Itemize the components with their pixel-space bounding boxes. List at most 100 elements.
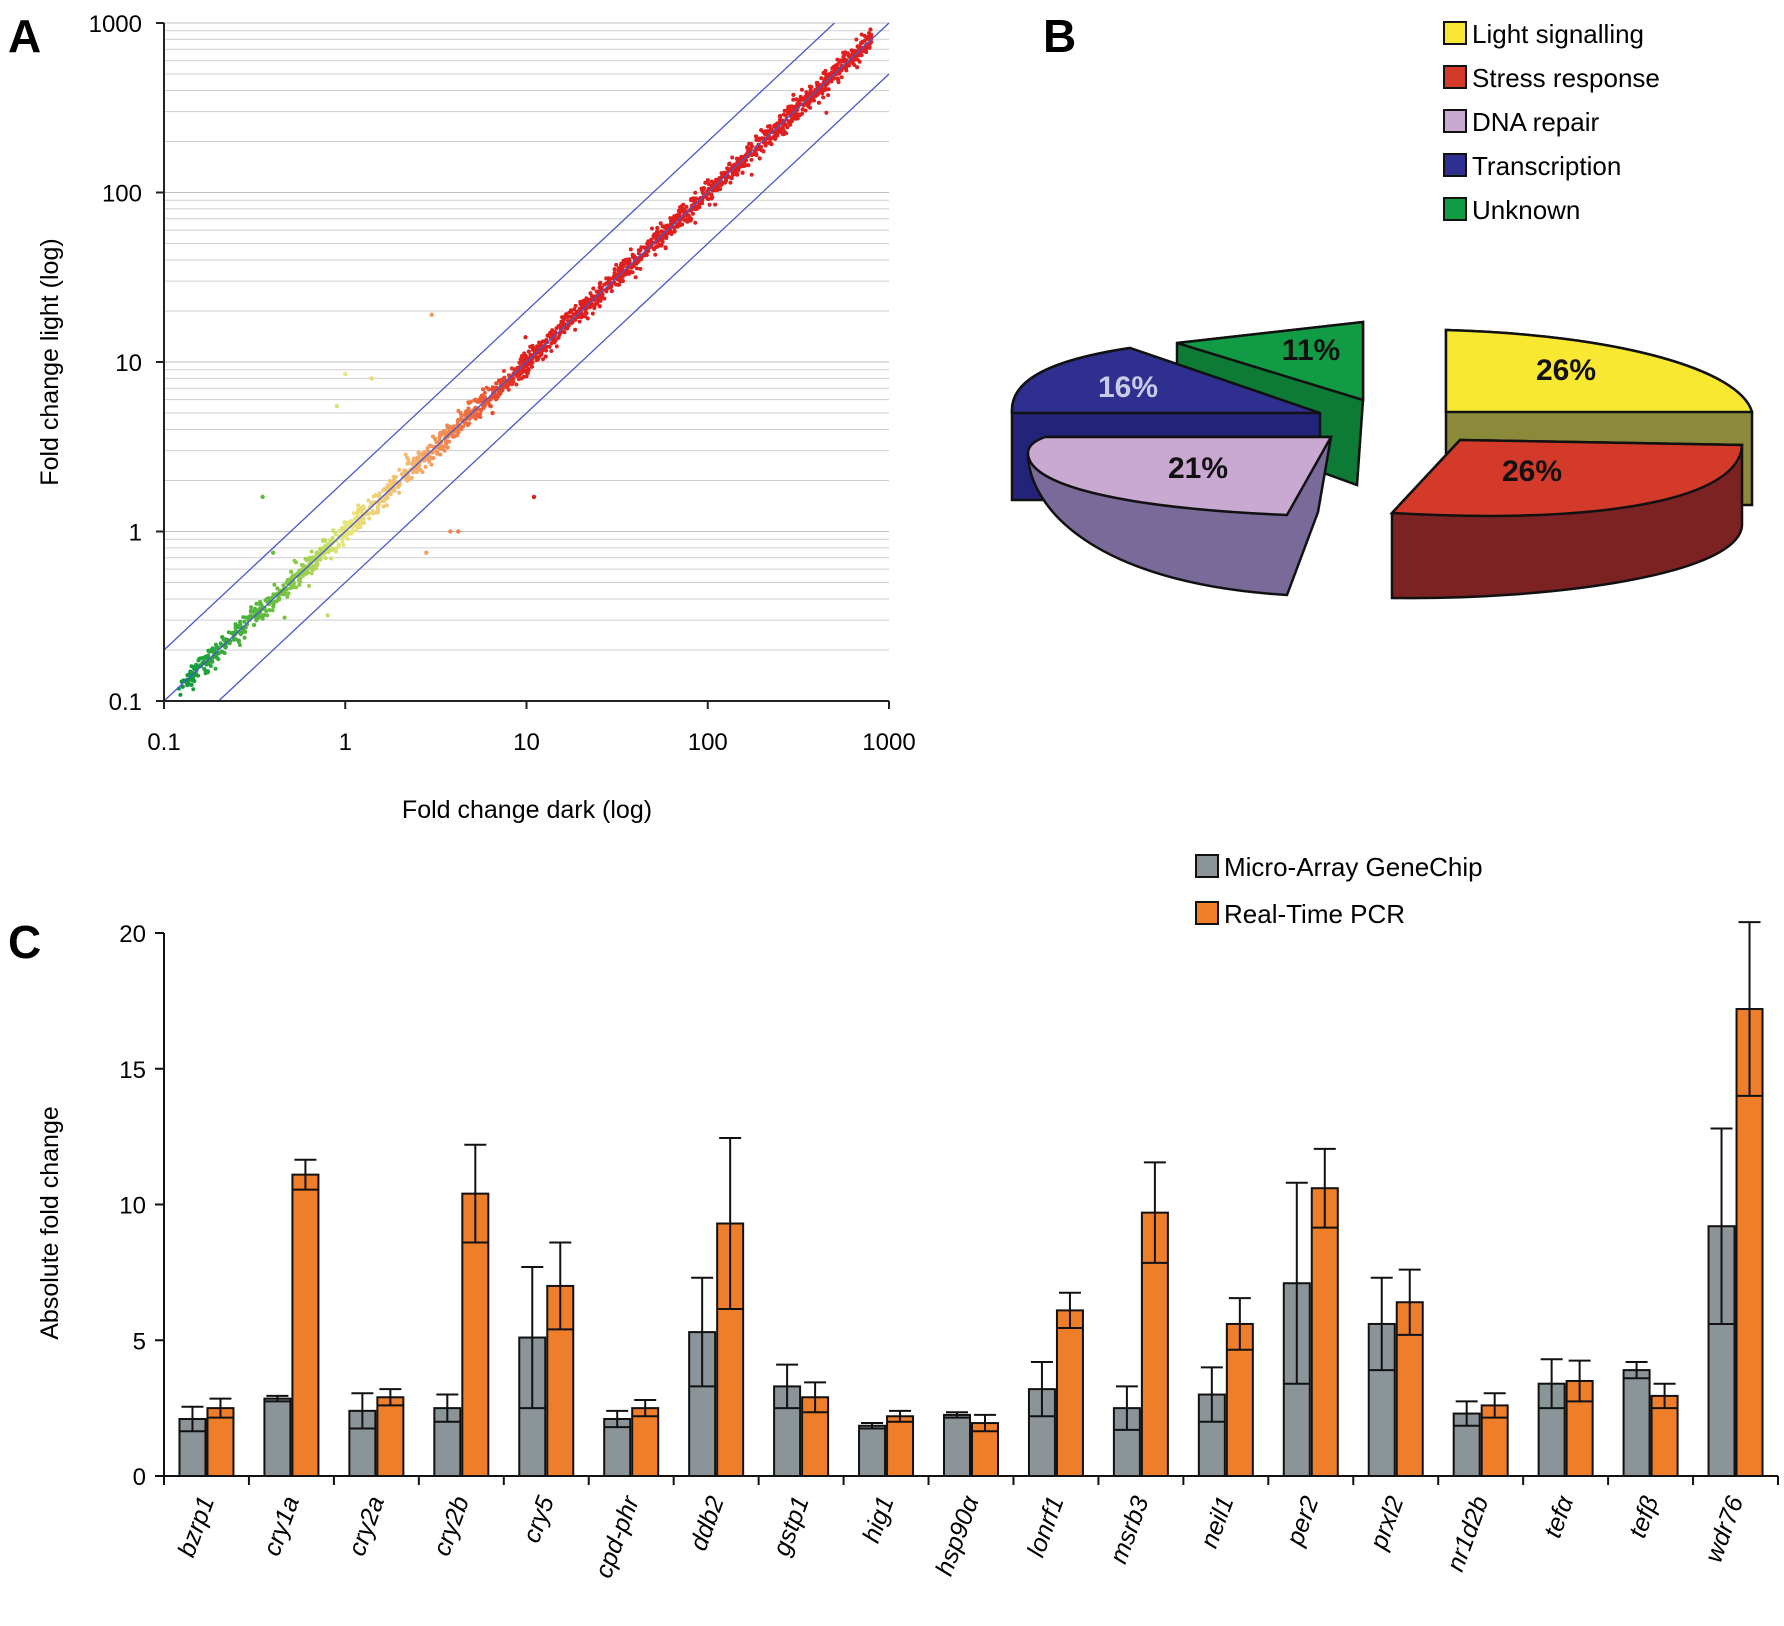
scatter-point <box>315 561 320 566</box>
scatter-point <box>592 306 597 310</box>
scatter-point <box>298 579 303 584</box>
pie-legend-label-dna-repair: DNA repair <box>1472 107 1599 137</box>
scatter-point <box>653 252 658 257</box>
scatter-y-tick-label: 1000 <box>89 11 142 38</box>
scatter-point <box>787 107 792 112</box>
scatter-point <box>459 427 464 432</box>
scatter-point <box>612 267 617 272</box>
scatter-point <box>545 333 550 338</box>
scatter-point <box>333 532 338 536</box>
scatter-point <box>448 529 453 534</box>
scatter-points <box>176 27 874 697</box>
scatter-point <box>261 607 266 611</box>
scatter-point <box>438 434 443 438</box>
scatter-point <box>438 452 443 457</box>
scatter-point <box>730 155 735 160</box>
scatter-point <box>384 503 389 508</box>
bar-chart-labels: 0 5 10 15 20 bzrp1 cry1a cry2a cry2b cry5 cpd-phr d… <box>119 921 1749 1582</box>
scatter-point <box>630 252 635 257</box>
scatter-point <box>229 631 234 636</box>
scatter-point <box>453 429 458 434</box>
scatter-point <box>333 549 338 554</box>
scatter-point <box>314 550 319 555</box>
scatter-point <box>579 315 584 320</box>
scatter-point <box>204 662 209 667</box>
scatter-point <box>445 424 450 429</box>
scatter-point <box>192 666 197 671</box>
pie-legend-swatch-stress-response <box>1443 65 1467 89</box>
scatter-point <box>854 55 858 60</box>
scatter-point <box>482 395 487 400</box>
scatter-point <box>271 604 276 609</box>
scatter-point <box>351 511 356 516</box>
scatter-point <box>560 315 565 320</box>
scatter-point <box>605 281 610 286</box>
scatter-point <box>566 323 571 328</box>
scatter-point <box>829 70 834 75</box>
scatter-point <box>548 333 553 338</box>
scatter-point <box>223 645 228 650</box>
scatter-point <box>242 635 247 640</box>
scatter-point <box>180 684 185 689</box>
scatter-point <box>406 457 411 462</box>
pie-label-stress-response: 26% <box>1502 455 1562 488</box>
scatter-point <box>373 493 378 498</box>
scatter-point <box>800 107 805 112</box>
bar-category-label: nr1d2b <box>1441 1492 1494 1575</box>
scatter-point <box>624 257 628 262</box>
scatter-point <box>714 179 719 184</box>
bar-category-label: cry5 <box>517 1492 559 1546</box>
scatter-point <box>226 630 231 635</box>
scatter-point <box>609 284 613 289</box>
scatter-point <box>524 363 529 368</box>
scatter-point <box>761 149 766 154</box>
scatter-ticks: 0.1 1 10 100 1000 0.1 1 10 100 1000 <box>89 11 916 756</box>
scatter-point <box>248 609 253 614</box>
scatter-point <box>582 301 586 305</box>
scatter-point <box>500 388 505 393</box>
scatter-point <box>405 461 410 466</box>
scatter-y-tick-label: 0.1 <box>109 689 142 716</box>
scatter-point <box>488 404 493 409</box>
scatter-point <box>257 601 262 606</box>
scatter-point <box>276 597 281 602</box>
bar-category-label: per2 <box>1281 1492 1325 1550</box>
scatter-point <box>447 427 452 432</box>
scatter-point <box>805 102 810 107</box>
scatter-point <box>857 59 862 64</box>
scatter-point <box>268 600 273 605</box>
scatter-x-tick-label: 100 <box>688 729 728 756</box>
scatter-point <box>634 266 639 271</box>
scatter-x-tick-label: 1 <box>339 729 352 756</box>
scatter-point <box>797 99 802 103</box>
scatter-point <box>289 569 294 574</box>
scatter-point <box>650 226 654 231</box>
scatter-point <box>544 348 548 353</box>
bar-microarray <box>1622 1369 1651 1477</box>
scatter-point <box>833 63 838 68</box>
scatter-point <box>501 369 506 373</box>
scatter-x-tick-label: 0.1 <box>147 729 180 756</box>
scatter-point <box>470 414 475 419</box>
scatter-point <box>329 547 334 552</box>
bar-y-tick-label: 10 <box>119 1193 146 1220</box>
scatter-point <box>809 85 814 89</box>
scatter-point <box>620 279 625 283</box>
bar-legend: Micro-Array GeneChip Real-Time PCR <box>1195 852 1483 929</box>
scatter-point <box>343 520 348 525</box>
scatter-point <box>340 535 345 540</box>
scatter-point <box>331 529 336 534</box>
scatter-point <box>516 377 521 382</box>
scatter-point <box>583 310 588 315</box>
scatter-point <box>763 143 768 148</box>
scatter-point <box>777 118 782 122</box>
scatter-point <box>530 343 535 348</box>
scatter-point <box>376 502 381 507</box>
scatter-point <box>719 171 724 176</box>
scatter-point <box>681 202 686 207</box>
scatter-point <box>366 511 370 516</box>
scatter-point <box>790 104 795 109</box>
scatter-point <box>799 87 804 92</box>
scatter-point <box>434 440 439 445</box>
scatter-point <box>336 544 341 549</box>
